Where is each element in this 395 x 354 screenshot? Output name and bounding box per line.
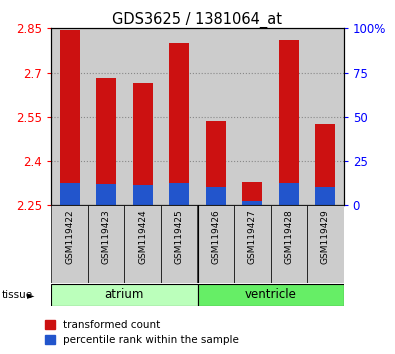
Text: GSM119423: GSM119423 [102, 209, 111, 264]
Bar [206, 187, 226, 205]
Text: ►: ► [27, 290, 34, 300]
Bar [271, 205, 307, 283]
Bar [234, 205, 271, 283]
Text: GSM119428: GSM119428 [284, 209, 293, 264]
Text: atrium: atrium [105, 288, 144, 301]
Bar [206, 121, 226, 205]
Text: ventricle: ventricle [245, 288, 297, 301]
Bar [51, 28, 88, 205]
Bar [242, 182, 262, 205]
Bar [279, 183, 299, 205]
Text: GSM119429: GSM119429 [321, 209, 330, 264]
Text: GSM119422: GSM119422 [65, 209, 74, 264]
Bar [60, 30, 80, 205]
Title: GDS3625 / 1381064_at: GDS3625 / 1381064_at [113, 12, 282, 28]
Legend: transformed count, percentile rank within the sample: transformed count, percentile rank withi… [45, 320, 239, 345]
Bar [307, 205, 344, 283]
Bar [124, 28, 161, 205]
Text: GSM119424: GSM119424 [138, 209, 147, 264]
Bar [169, 43, 189, 205]
Text: GSM119427: GSM119427 [248, 209, 257, 264]
Bar [242, 201, 262, 205]
Bar [96, 184, 116, 205]
Bar [96, 78, 116, 205]
Bar [169, 183, 189, 205]
Bar [60, 183, 80, 205]
Bar [234, 28, 271, 205]
Bar [133, 83, 153, 205]
Bar [315, 124, 335, 205]
Bar [88, 205, 124, 283]
Bar [315, 187, 335, 205]
Bar [133, 185, 153, 205]
Bar [161, 28, 198, 205]
Bar [124, 205, 161, 283]
Bar [51, 205, 88, 283]
Bar [88, 28, 124, 205]
Bar [198, 284, 344, 306]
Bar [271, 28, 307, 205]
Text: GSM119425: GSM119425 [175, 209, 184, 264]
Bar [279, 40, 299, 205]
Text: GSM119426: GSM119426 [211, 209, 220, 264]
Bar [198, 205, 234, 283]
Text: tissue: tissue [2, 290, 33, 300]
Bar [51, 284, 198, 306]
Bar [198, 28, 234, 205]
Bar [161, 205, 198, 283]
Bar [307, 28, 344, 205]
